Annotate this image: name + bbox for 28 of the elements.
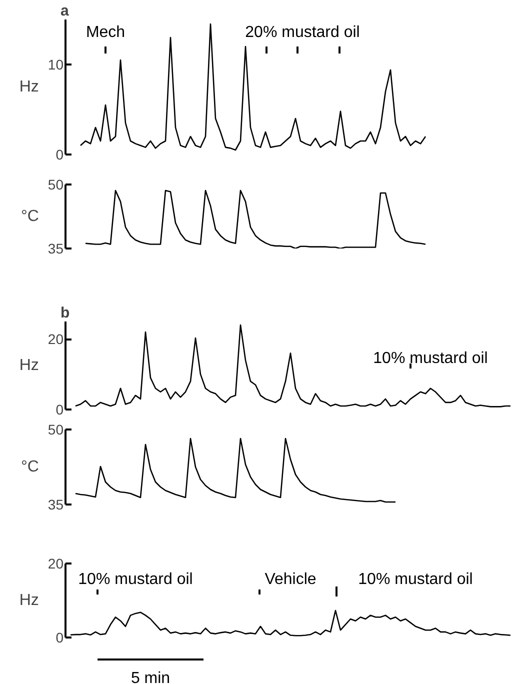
text: 5 min <box>130 670 170 684</box>
y-tick-label: 50 <box>48 176 64 192</box>
chart-title: a <box>60 2 70 20</box>
y-axis-title: Hz <box>19 592 39 609</box>
chart-title: b <box>60 304 70 322</box>
y-tick-label: 20 <box>48 331 64 348</box>
annotation: Vehicle <box>264 571 316 588</box>
annotation: 10% mustard oil <box>358 571 473 588</box>
y-tick-label: 0 <box>56 402 64 418</box>
line-series <box>74 324 512 408</box>
annotation: Mech <box>86 24 126 41</box>
y-tick-label: 10 <box>48 56 64 72</box>
y-tick-label: 35 <box>48 240 64 256</box>
annotation: 20% mustard oil <box>245 24 360 41</box>
y-tick-label: 50 <box>48 422 64 438</box>
y-tick-label: 35 <box>48 496 64 512</box>
line-series <box>74 438 396 503</box>
y-axis-title: °C <box>20 458 39 476</box>
line-series <box>84 190 426 248</box>
y-axis-title: °C <box>20 208 39 225</box>
y-tick-label: 0 <box>56 630 64 646</box>
y-tick-label: 0 <box>56 146 64 162</box>
annotation: 10% mustard oil <box>373 350 488 367</box>
y-axis-title: Hz <box>19 357 39 374</box>
annotation: 10% mustard oil <box>78 571 193 588</box>
y-tick-label: 20 <box>48 556 64 572</box>
y-axis-title: Hz <box>19 78 39 96</box>
line-series <box>80 23 426 151</box>
